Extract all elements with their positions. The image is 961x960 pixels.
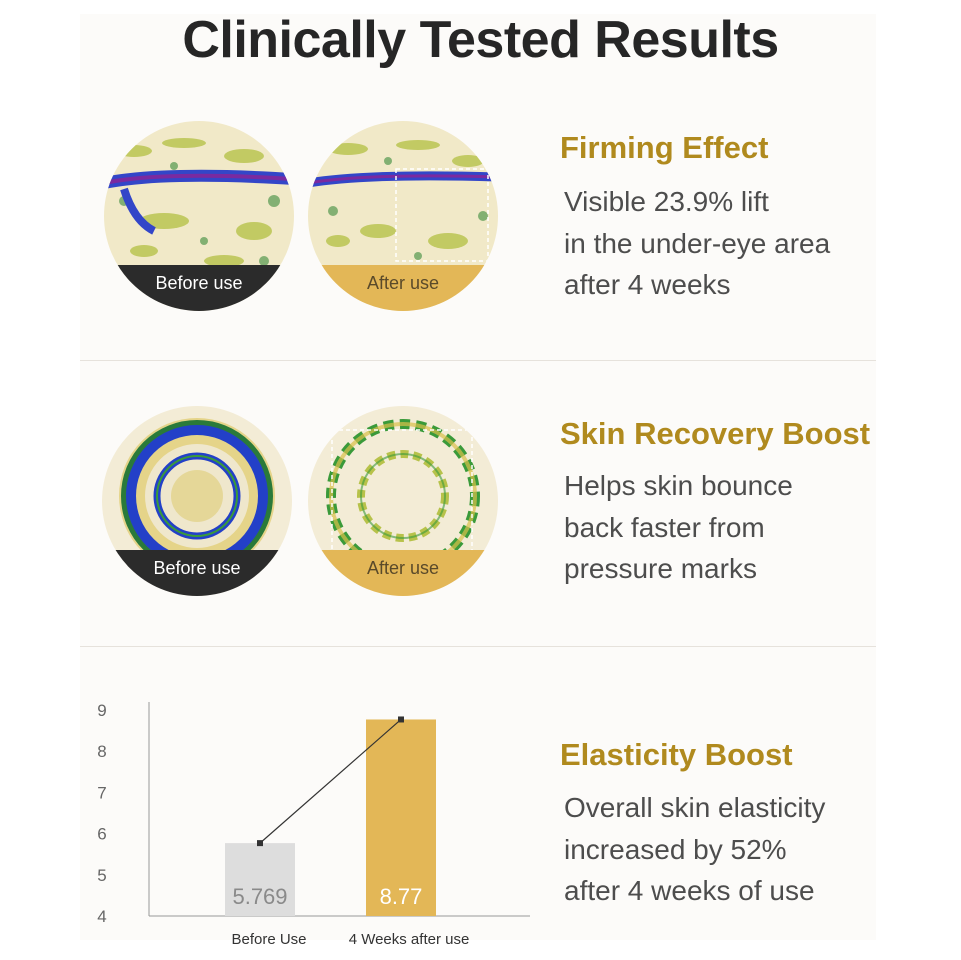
section-heading-recovery: Skin Recovery Boost xyxy=(560,416,871,451)
bar-value-label: 5.769 xyxy=(232,884,287,909)
body-line: pressure marks xyxy=(564,553,757,584)
trend-line xyxy=(259,719,402,844)
section-divider xyxy=(80,360,876,361)
body-line: Visible 23.9% lift xyxy=(564,186,769,217)
body-line: back faster from xyxy=(564,511,765,543)
y-tick-label: 9 xyxy=(97,701,106,720)
bar-before xyxy=(225,843,295,916)
body-line: after 4 weeks xyxy=(564,269,731,300)
y-tick-label: 4 xyxy=(97,907,106,926)
section-body-recovery: Helps skin bounce back faster from press… xyxy=(564,465,793,590)
bar-value-label: 8.77 xyxy=(380,884,423,909)
section-body-firming: Visible 23.9% lift in the under-eye area… xyxy=(564,181,830,306)
elasticity-chart: 4 5 6 7 8 9 5.769 Before Use 8.77 4 Weeks after u… xyxy=(97,701,530,948)
y-tick-label: 8 xyxy=(97,742,106,761)
y-tick-label: 7 xyxy=(97,783,106,802)
body-line: after 4 weeks of use xyxy=(564,875,815,906)
before-image-firming: Before use xyxy=(104,121,294,311)
before-label: Before use xyxy=(102,550,292,596)
body-line: Helps skin bounce xyxy=(564,470,793,501)
body-line: in the under-eye area xyxy=(564,227,831,259)
after-image-recovery: After use xyxy=(308,406,498,596)
section-heading-firming: Firming Effect xyxy=(560,130,769,165)
after-image-firming: After use xyxy=(308,121,498,311)
trend-point xyxy=(398,716,404,723)
x-tick-label: 4 Weeks after use xyxy=(349,931,470,948)
after-label: After use xyxy=(308,550,498,596)
after-label: After use xyxy=(308,265,498,311)
y-tick-label: 5 xyxy=(97,866,106,885)
x-tick-label: Before Use xyxy=(231,931,306,948)
section-divider xyxy=(80,646,876,647)
section-body-elasticity: Overall skin elasticity increased by 52%… xyxy=(564,787,825,912)
before-label: Before use xyxy=(104,265,294,311)
section-heading-elasticity: Elasticity Boost xyxy=(560,737,793,772)
before-image-recovery: Before use xyxy=(102,406,292,596)
body-line: Overall skin elasticity xyxy=(564,792,826,823)
page-title: Clinically Tested Results xyxy=(182,11,779,69)
body-line: increased by 52% xyxy=(564,833,787,865)
trend-point xyxy=(257,840,263,847)
y-tick-label: 6 xyxy=(97,825,106,844)
bar-after xyxy=(366,719,436,916)
